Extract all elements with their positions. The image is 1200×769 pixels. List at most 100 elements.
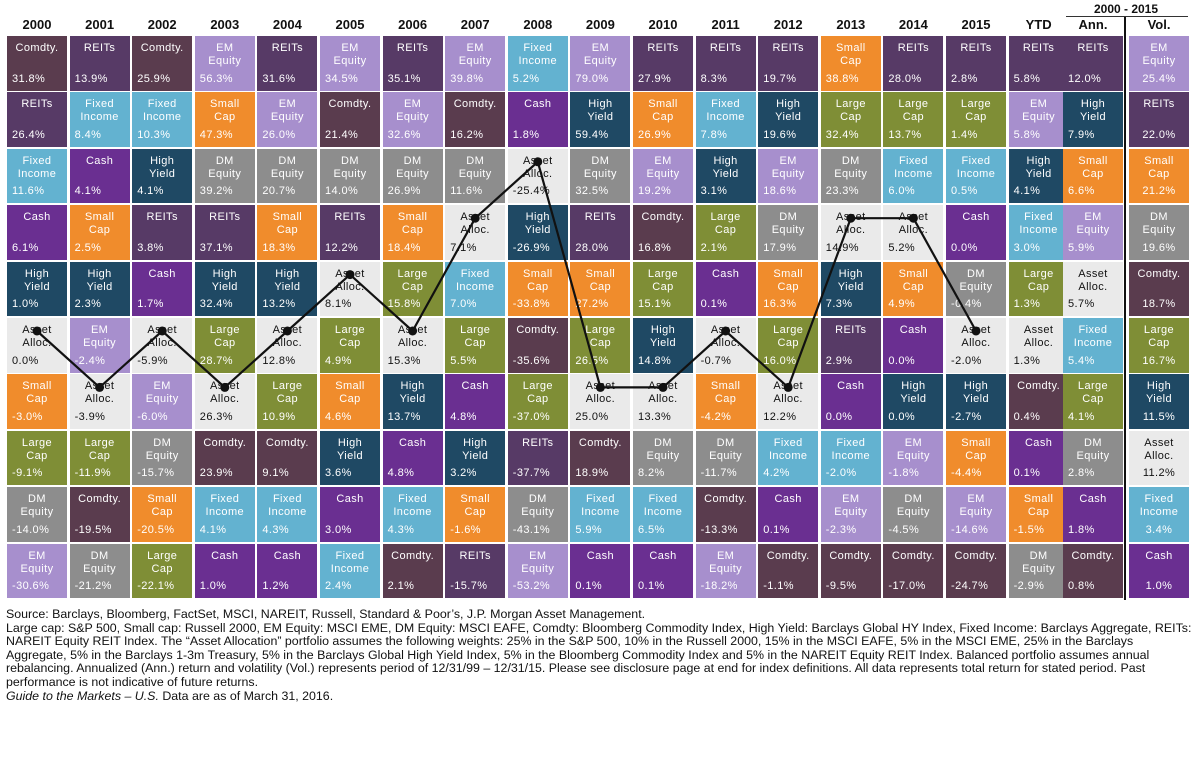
return-value: 19.6%: [763, 128, 797, 141]
asset-label: EM Equity: [333, 42, 367, 67]
asset-label: Cash: [85, 154, 114, 167]
asset-label: Comdty.: [1017, 380, 1061, 393]
cell-2000-high-yield: High Yield 1.0%: [7, 261, 67, 317]
cell-2007-reits: REITs -15.7%: [445, 543, 506, 599]
asset-label: Fixed Income: [205, 493, 245, 519]
asset-label: Asset Alloc.: [397, 324, 428, 349]
cell-2010-em-equity: EM Equity 19.2%: [633, 148, 693, 204]
cell-2011-high-yield: High Yield 3.1%: [695, 148, 756, 204]
cell-2001-dm-equity: DM Equity -21.2%: [69, 543, 130, 599]
cell-2001-fixed-income: Fixed Income 8.4%: [69, 92, 130, 147]
asset-label: Large Cap: [835, 98, 866, 124]
asset-label: Comdty.: [78, 493, 122, 506]
return-value: -15.7%: [137, 467, 175, 480]
return-value: 19.7%: [763, 72, 797, 85]
return-value: 4.6%: [325, 410, 352, 423]
cell-2013-asset-alloc: Asset Alloc. 14.9%: [820, 205, 881, 260]
asset-label: High Yield: [587, 98, 614, 124]
cell-ytd-cash: Cash 0.1%: [1008, 430, 1069, 486]
asset-label: Large Cap: [773, 324, 804, 349]
return-value: 32.5%: [575, 185, 609, 198]
return-value: 7.8%: [700, 128, 728, 141]
return-value: 28.0%: [888, 72, 922, 85]
return-value: 9.1%: [262, 467, 290, 480]
return-value: 25.0%: [575, 410, 609, 423]
return-value: 21.2%: [1142, 185, 1176, 198]
cell-2013-cash: Cash 0.0%: [820, 374, 881, 429]
cell-ann-large-cap: Large Cap 4.1%: [1063, 374, 1123, 429]
return-value: -43.1%: [512, 523, 551, 536]
asset-label: DM Equity: [1076, 436, 1110, 462]
return-value: 0.8%: [1068, 580, 1095, 593]
return-value: 1.0%: [199, 580, 227, 593]
header-row: 2000 - 2015 2000 2001 2002 2003 2004 2005 2006…: [0, 0, 1200, 35]
cell-2007-cash: Cash 4.8%: [445, 374, 506, 429]
asset-label: REITs: [334, 211, 366, 224]
return-value: 0.5%: [951, 185, 978, 198]
return-value: 23.3%: [825, 185, 859, 198]
return-value: 0.1%: [763, 523, 790, 536]
year-header-2011: 2011: [711, 17, 740, 32]
return-value: 15.3%: [387, 354, 421, 367]
return-value: 18.7%: [1142, 298, 1176, 311]
asset-label: Cash: [461, 380, 489, 393]
return-value: -1.6%: [450, 523, 481, 536]
asset-label: High Yield: [775, 98, 802, 124]
asset-label: REITs: [146, 211, 178, 224]
asset-label: Fixed Income: [330, 549, 370, 575]
return-value: 13.7%: [387, 410, 421, 423]
asset-label: Fixed Income: [393, 493, 432, 519]
return-value: 7.0%: [450, 298, 477, 311]
cell-2008-cash: Cash 1.8%: [507, 92, 568, 147]
ann-header: Ann.: [1078, 17, 1108, 32]
asset-label: High Yield: [649, 324, 677, 349]
cell-2002-large-cap: Large Cap -22.1%: [132, 543, 193, 599]
cell-2002-em-equity: EM Equity -6.0%: [132, 374, 193, 429]
as-of-note: Guide to the Markets – U.S. Data are as …: [6, 689, 1196, 704]
asset-label: High Yield: [1025, 154, 1052, 180]
asset-label: High Yield: [211, 267, 238, 293]
return-value: 1.0%: [1145, 580, 1173, 593]
cell-2006-large-cap: Large Cap 15.8%: [382, 261, 443, 317]
cell-2010-high-yield: High Yield 14.8%: [633, 318, 693, 373]
return-value: -2.7%: [951, 410, 982, 423]
cell-2010-small-cap: Small Cap 26.9%: [633, 92, 693, 147]
return-value: 15.1%: [638, 298, 672, 311]
cell-2015-reits: REITs 2.8%: [946, 36, 1006, 91]
asset-label: EM Equity: [646, 154, 680, 180]
asset-label: EM Equity: [208, 42, 242, 67]
return-value: -6.0%: [137, 410, 168, 423]
return-value: -9.5%: [825, 580, 857, 593]
asset-label: DM Equity: [458, 154, 492, 180]
asset-label: High Yield: [23, 267, 51, 293]
cell-2014-large-cap: Large Cap 13.7%: [883, 92, 944, 147]
return-value: 31.6%: [262, 72, 296, 85]
asset-label: Cash: [899, 324, 928, 336]
return-value: -13.3%: [700, 523, 738, 536]
return-value: 6.1%: [12, 241, 39, 254]
asset-label: Comdty.: [704, 493, 748, 506]
asset-label: Small Cap: [898, 267, 929, 293]
return-value: -15.7%: [450, 580, 488, 593]
asset-label: Comdty.: [140, 42, 184, 54]
return-value: 16.2%: [450, 128, 484, 141]
asset-label: Small Cap: [1144, 154, 1174, 180]
cell-2000-small-cap: Small Cap -3.0%: [7, 374, 67, 429]
asset-label: EM Equity: [1142, 42, 1176, 67]
return-value: 5.4%: [1068, 354, 1095, 367]
return-value: 23.9%: [199, 467, 233, 480]
cell-2008-fixed-income: Fixed Income 5.2%: [507, 36, 568, 91]
return-value: 8.1%: [325, 298, 352, 311]
return-value: 12.2%: [763, 410, 797, 423]
cell-2010-reits: REITs 27.9%: [633, 36, 693, 91]
year-header-2007: 2007: [460, 17, 490, 32]
return-value: 11.2%: [1142, 467, 1176, 480]
return-value: 59.4%: [575, 128, 609, 141]
asset-label: Cash: [1145, 549, 1173, 562]
return-value: 1.3%: [1013, 298, 1041, 311]
return-value: 11.6%: [450, 185, 483, 198]
cell-2002-cash: Cash 1.7%: [132, 261, 193, 317]
cell-ann-dm-equity: DM Equity 2.8%: [1063, 430, 1123, 486]
asset-label: Cash: [649, 549, 677, 562]
return-value: -37.0%: [512, 410, 551, 423]
